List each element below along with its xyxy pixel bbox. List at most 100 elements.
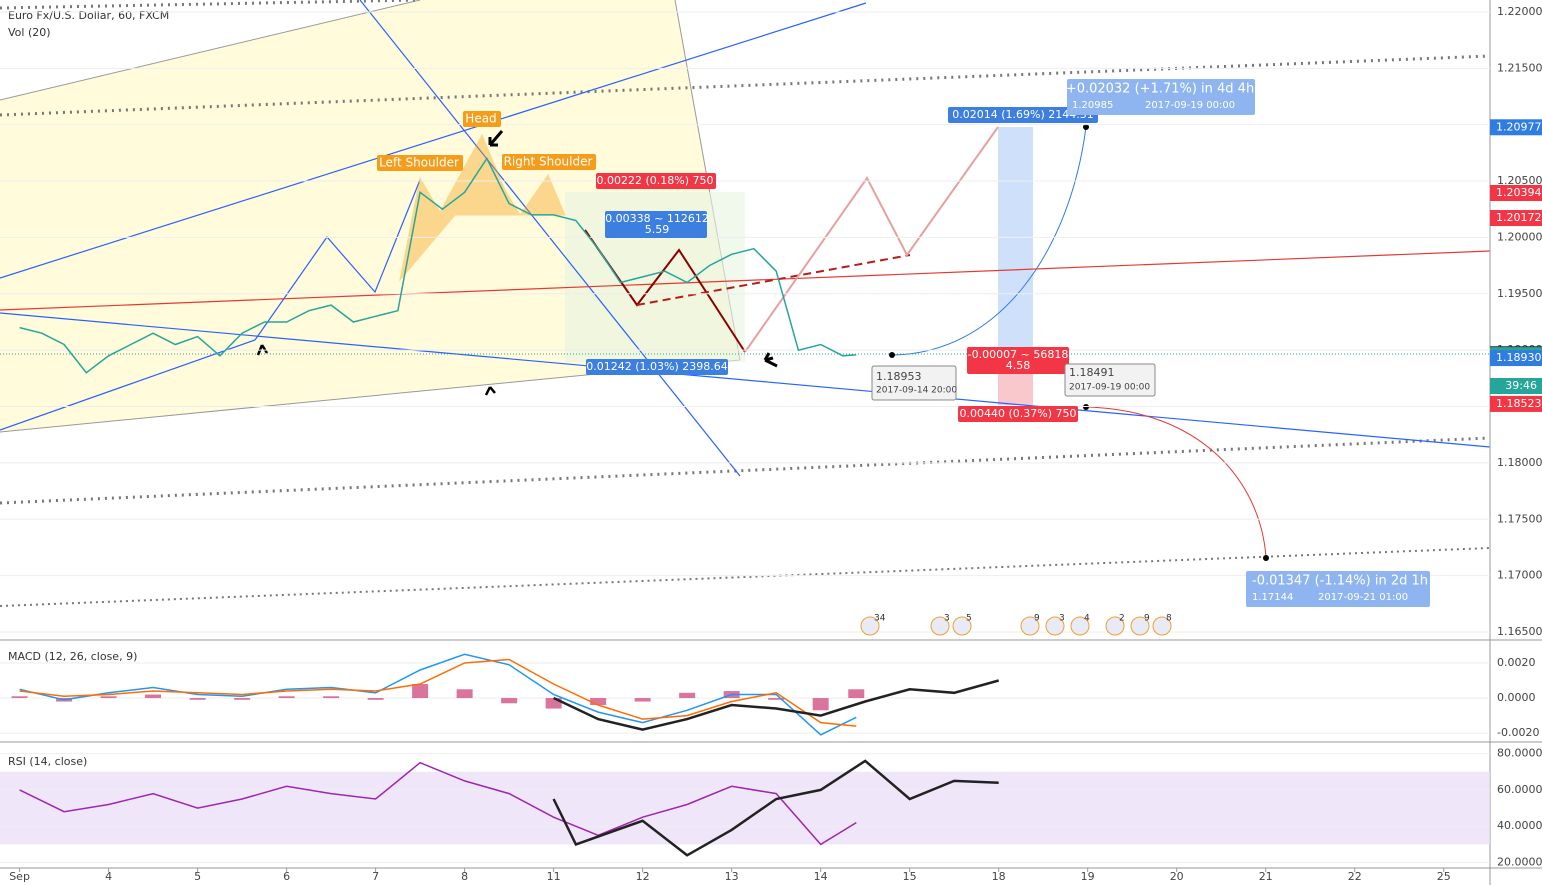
- annotation-box: [948, 107, 1098, 123]
- annotation-box: [967, 347, 1069, 374]
- y-tick-label: 80.0000: [1497, 747, 1542, 760]
- event-icon: [930, 616, 950, 636]
- event-count: 8: [1166, 614, 1172, 624]
- annotation: 0.00222 (0.18%) 750: [596, 174, 713, 187]
- histogram-bar: [323, 696, 340, 699]
- histogram-bar: [412, 684, 429, 699]
- y-tick-label: 1.21500: [1497, 61, 1542, 74]
- event-count: 9: [1034, 614, 1040, 624]
- event-icon: [860, 616, 880, 636]
- countdown-tag: [1490, 378, 1542, 394]
- panel-title: MACD (12, 26, close, 9): [8, 650, 137, 663]
- annotation: 5.59: [645, 223, 670, 236]
- annotation-box: [871, 365, 957, 401]
- price-tag: [1490, 119, 1542, 136]
- histogram-bar: [456, 689, 473, 699]
- histogram-bar: [679, 692, 696, 699]
- annotation-box: [1067, 79, 1255, 115]
- x-tick-label: 14: [814, 870, 828, 883]
- annotation: 1.18953: [876, 370, 922, 383]
- panel-title: RSI (14, close): [8, 755, 87, 768]
- price-tag: [1490, 210, 1542, 227]
- histogram-bar: [145, 694, 162, 699]
- annotation: 0.00338 ~ 112612: [605, 212, 709, 225]
- x-tick-label: 19: [1081, 870, 1095, 883]
- x-tick-label: 5: [194, 870, 201, 883]
- histogram-bar: [234, 698, 251, 700]
- y-tick-label: 0.0000: [1497, 691, 1536, 704]
- y-tick-label: 20.0000: [1497, 856, 1542, 869]
- event-count: 3: [1059, 614, 1065, 624]
- y-tick-label: 1.17000: [1497, 569, 1542, 582]
- y-tick-label: 1.16500: [1497, 625, 1542, 638]
- rsi-band: [0, 771, 1490, 845]
- price-tag-label: 1.18523: [1496, 397, 1542, 410]
- series-line: [553, 679, 1000, 731]
- event-count: 34: [874, 614, 886, 624]
- annotation: +0.02032 (+1.71%) in 4d 4h: [1066, 82, 1254, 97]
- x-tick-label: 25: [1437, 870, 1451, 883]
- annotation: 1.18491: [1069, 366, 1115, 379]
- series-line: [19, 761, 857, 846]
- series-line: [19, 156, 857, 374]
- event-icon: [1070, 616, 1090, 636]
- annotation: 2017-09-14 20:00: [876, 386, 957, 396]
- event-count: 3: [944, 614, 950, 624]
- y-tick-label: 0.0020: [1497, 656, 1536, 669]
- x-tick-label: 12: [636, 870, 650, 883]
- annotation-box: [1064, 363, 1156, 397]
- x-tick-label: Sep: [9, 870, 30, 883]
- histogram-bar: [590, 698, 607, 706]
- histogram-bar: [11, 696, 28, 699]
- event-icon: [1020, 616, 1040, 636]
- histogram-bar: [501, 698, 518, 704]
- y-tick-label: 60.0000: [1497, 783, 1542, 796]
- annotation-box: [596, 173, 716, 189]
- histogram-bar: [189, 698, 206, 700]
- annotation: 0.00440 (0.37%) 750: [959, 407, 1076, 420]
- x-tick-label: 15: [903, 870, 917, 883]
- annotation: 4.58: [1006, 359, 1031, 372]
- annotation-box: [502, 154, 596, 170]
- price-tag: [1490, 185, 1542, 202]
- annotation-box: [1246, 571, 1430, 607]
- histogram-bar: [768, 698, 785, 700]
- event-icon: [952, 616, 972, 636]
- drawings: [0, 0, 1491, 607]
- annotation: 2017-09-19 00:00: [1145, 100, 1235, 111]
- annotation-box: [958, 406, 1078, 422]
- event-count: 5: [966, 614, 972, 624]
- annotation: 2017-09-19 00:00: [1069, 383, 1150, 393]
- annotation: -0.00007 ~ 56818: [968, 348, 1069, 361]
- price-tag-label: 1.20394: [1496, 186, 1542, 199]
- x-tick-label: 6: [283, 870, 290, 883]
- annotation: 0.02014 (1.69%) 2144.31: [952, 108, 1094, 121]
- series-line: [552, 759, 999, 857]
- annotation-box: [586, 359, 728, 375]
- y-tick-label: 1.20500: [1497, 174, 1542, 187]
- x-tick-label: 18: [992, 870, 1006, 883]
- x-tick-label: 21: [1259, 870, 1273, 883]
- x-tick-label: 11: [547, 870, 561, 883]
- y-tick-label: -0.0020: [1497, 726, 1539, 739]
- y-tick-label: 1.18000: [1497, 456, 1542, 469]
- countdown-label: 39:46: [1505, 379, 1537, 392]
- histogram-bar: [634, 698, 651, 702]
- y-tick-label: 1.22000: [1497, 5, 1542, 18]
- annotation-box: [463, 111, 501, 127]
- annotation: 1.17144: [1252, 592, 1293, 603]
- x-tick-label: 7: [372, 870, 379, 883]
- price-tag: [1490, 395, 1542, 412]
- price-tag-label: 1.20977: [1496, 120, 1542, 133]
- histogram-bar: [812, 698, 829, 711]
- y-tick-label: 1.17500: [1497, 512, 1542, 525]
- event-count: 4: [1084, 614, 1090, 624]
- event-icon: [1045, 616, 1065, 636]
- annotation: Head: [465, 112, 496, 126]
- annotation: 0.01242 (1.03%) 2398.64: [586, 360, 728, 373]
- event-icon: [1130, 616, 1150, 636]
- annotation: 2017-09-21 01:00: [1318, 592, 1408, 603]
- x-tick-label: 8: [461, 870, 468, 883]
- chart-subtitle: Vol (20): [8, 26, 51, 39]
